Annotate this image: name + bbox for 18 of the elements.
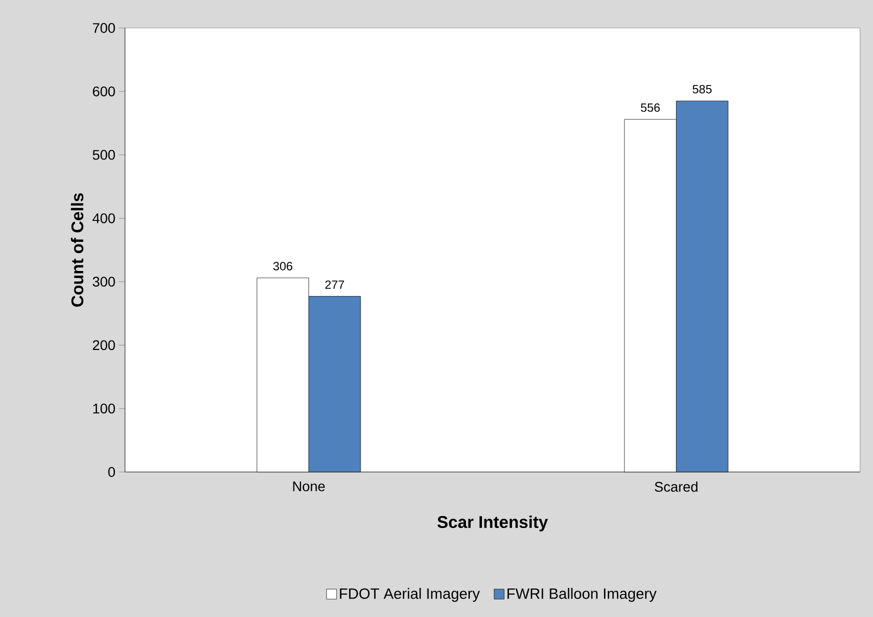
- data-label: 585: [692, 84, 712, 94]
- y-tick-label: 200: [92, 340, 115, 350]
- data-label: 277: [325, 280, 344, 289]
- y-tick-label: 100: [93, 404, 115, 414]
- x-tick-label: None: [293, 482, 325, 492]
- y-tick-label: 0: [108, 467, 115, 477]
- data-label: 556: [640, 103, 660, 112]
- x-axis-title: Scar Intensity: [437, 516, 548, 532]
- y-tick-label: 500: [92, 150, 115, 160]
- y-tick-label: 600: [92, 86, 115, 96]
- data-label: 306: [273, 262, 292, 270]
- y-tick-label: 300: [92, 276, 115, 287]
- x-tick-label: Scared: [654, 482, 698, 492]
- legend-label: FWRI Balloon Imagery: [508, 588, 657, 602]
- legend-label: FDOT Aerial Imagery: [340, 588, 480, 602]
- y-tick-label: 700: [92, 23, 115, 33]
- y-axis-title: Count of Cells: [70, 193, 84, 307]
- y-tick-label: 400: [92, 213, 115, 224]
